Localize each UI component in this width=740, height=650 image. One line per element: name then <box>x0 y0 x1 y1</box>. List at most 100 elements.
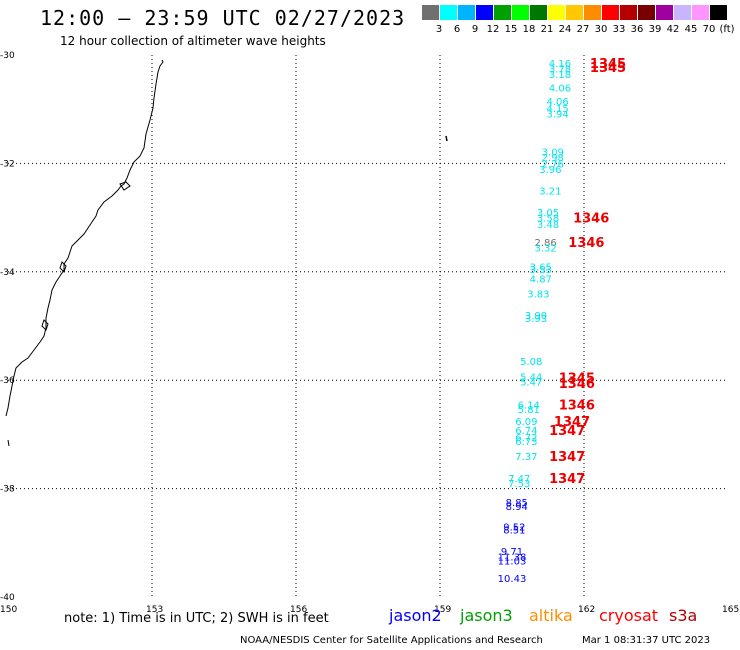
colorbar-label: 27 <box>576 24 590 35</box>
colorbar-label: 70 <box>702 24 716 35</box>
longitude-tick-label: 153 <box>146 605 163 615</box>
latitude-tick-label: -30 <box>0 51 15 61</box>
wave-height-value: 3.78 <box>549 65 571 76</box>
colorbar-swatch <box>674 5 691 20</box>
coastline-fragment <box>7 439 10 447</box>
colorbar-swatch <box>710 5 727 20</box>
colorbar-swatch <box>584 5 601 20</box>
lat-lon-grid <box>8 55 728 597</box>
colorbar-label: 36 <box>630 24 644 35</box>
pass-time-label: 1347 <box>549 472 585 487</box>
wave-height-value: 5.44 <box>520 372 542 383</box>
colorbar-label: 24 <box>558 24 572 35</box>
wave-height-value: 7.53 <box>508 479 530 490</box>
wave-height-value: 3.32 <box>534 243 556 254</box>
wave-height-value: 6.74 <box>515 426 537 437</box>
wave-height-value: 5.08 <box>520 357 542 368</box>
pass-time-label: 1347 <box>549 450 585 465</box>
pass-time-label: 1345 <box>590 57 626 72</box>
colorbar-label: 9 <box>471 24 479 35</box>
wave-height-value: 5.81 <box>518 405 540 416</box>
wave-height-value: 7.47 <box>508 474 530 485</box>
wave-height-value: 8.51 <box>503 525 525 536</box>
colorbar-swatch <box>602 5 619 20</box>
map-subtitle: 12 hour collection of altimeter wave hei… <box>60 34 326 48</box>
colorbar-label: 33 <box>612 24 626 35</box>
latitude-tick-label: -40 <box>0 593 15 603</box>
colorbar-swatch <box>494 5 511 20</box>
wave-height-value: 3.48 <box>537 220 559 231</box>
wave-height-value: 3.53 <box>530 265 552 276</box>
colorbar-label: 6 <box>453 24 461 35</box>
colorbar-label: 15 <box>504 24 518 35</box>
generation-timestamp: Mar 1 08:31:37 UTC 2023 <box>582 635 711 646</box>
longitude-tick-label: 162 <box>578 605 595 615</box>
wave-height-observations: 4.163.783.184.064.064.153.943.092.982.76… <box>498 59 571 585</box>
latitude-ticks: -30 -32 -34 -36 -38 -40 <box>0 51 15 603</box>
colorbar-label: 30 <box>594 24 608 35</box>
pass-time-label: 1347 <box>549 424 585 439</box>
colorbar-label: 12 <box>486 24 500 35</box>
colorbar-swatch <box>638 5 655 20</box>
mission-legend-altika: altika <box>529 606 573 625</box>
wave-height-value: 4.15 <box>546 104 568 115</box>
longitude-tick-label: 156 <box>290 605 307 615</box>
wave-height-value: 4.06 <box>546 97 568 108</box>
wave-height-value: 3.96 <box>539 165 561 176</box>
mission-legend-s3a: s3a <box>669 606 698 625</box>
mission-legend-jason2: jason2 <box>389 606 442 625</box>
wave-height-value: 8.94 <box>506 502 528 513</box>
wave-height-value: 3.18 <box>549 70 571 81</box>
wave-height-value: 9.52 <box>503 523 525 534</box>
mission-legend-cryosat: cryosat <box>599 606 659 625</box>
colorbar-swatch <box>566 5 583 20</box>
colorbar-swatch <box>440 5 457 20</box>
latitude-tick-label: -36 <box>0 376 15 386</box>
colorbar-swatch <box>620 5 637 20</box>
colorbar-label: 45 <box>684 24 698 35</box>
colorbar-label: (ft) <box>719 24 735 35</box>
pass-time-label: 1347 <box>554 415 590 430</box>
footnote: note: 1) Time is in UTC; 2) SWH is in fe… <box>64 611 329 626</box>
colorbar-swatch <box>692 5 709 20</box>
wave-height-value: 4.16 <box>549 59 571 70</box>
wave-height-value: 4.87 <box>530 274 552 285</box>
pass-time-label: 1345 <box>590 61 626 76</box>
colorbar-swatch <box>476 5 493 20</box>
mission-legend-jason3: jason3 <box>460 606 513 625</box>
wave-height-value: 3.94 <box>546 110 568 121</box>
pass-time-labels: 1345134513461346134513461346134713471347… <box>549 57 626 487</box>
wave-height-value: 3.90 <box>525 311 547 322</box>
colorbar-label: 39 <box>648 24 662 35</box>
wave-height-value: 3.09 <box>542 147 564 158</box>
wave-height-value: 3.93 <box>525 314 547 325</box>
longitude-ticks: 150 153 156 159 162 165 <box>0 605 739 615</box>
wave-height-value: 3.05 <box>537 208 559 219</box>
wave-height-value: 5.47 <box>520 377 542 388</box>
wave-height-value: 2.86 <box>534 238 556 249</box>
colorbar-swatch <box>422 5 439 20</box>
map-title: 12:00 – 23:59 UTC 02/27/2023 <box>40 6 406 30</box>
pass-time-label: 1346 <box>559 377 595 392</box>
longitude-tick-label: 165 <box>722 605 739 615</box>
wave-height-value: 3.65 <box>530 262 552 273</box>
colorbar-label: 18 <box>522 24 536 35</box>
coastline-inlet <box>41 181 131 331</box>
wave-height-value: 3.21 <box>539 187 561 198</box>
colorbar-label: 21 <box>540 24 554 35</box>
colorbar-label: 3 <box>435 24 443 35</box>
colorbar-swatch <box>458 5 475 20</box>
longitude-tick-label: 150 <box>0 605 17 615</box>
colorbar-label: 42 <box>666 24 680 35</box>
wave-height-value: 8.85 <box>506 498 528 509</box>
wave-height-value: 11.38 <box>498 552 527 563</box>
latitude-tick-label: -38 <box>0 485 15 495</box>
island-fragment <box>445 135 448 142</box>
pass-time-label: 1345 <box>559 371 595 386</box>
wave-height-value: 4.06 <box>549 84 571 95</box>
pass-time-label: 1346 <box>568 236 604 251</box>
longitude-tick-label: 159 <box>434 605 451 615</box>
credit-line: NOAA/NESDIS Center for Satellite Applica… <box>240 635 543 646</box>
colorbar-swatch <box>530 5 547 20</box>
